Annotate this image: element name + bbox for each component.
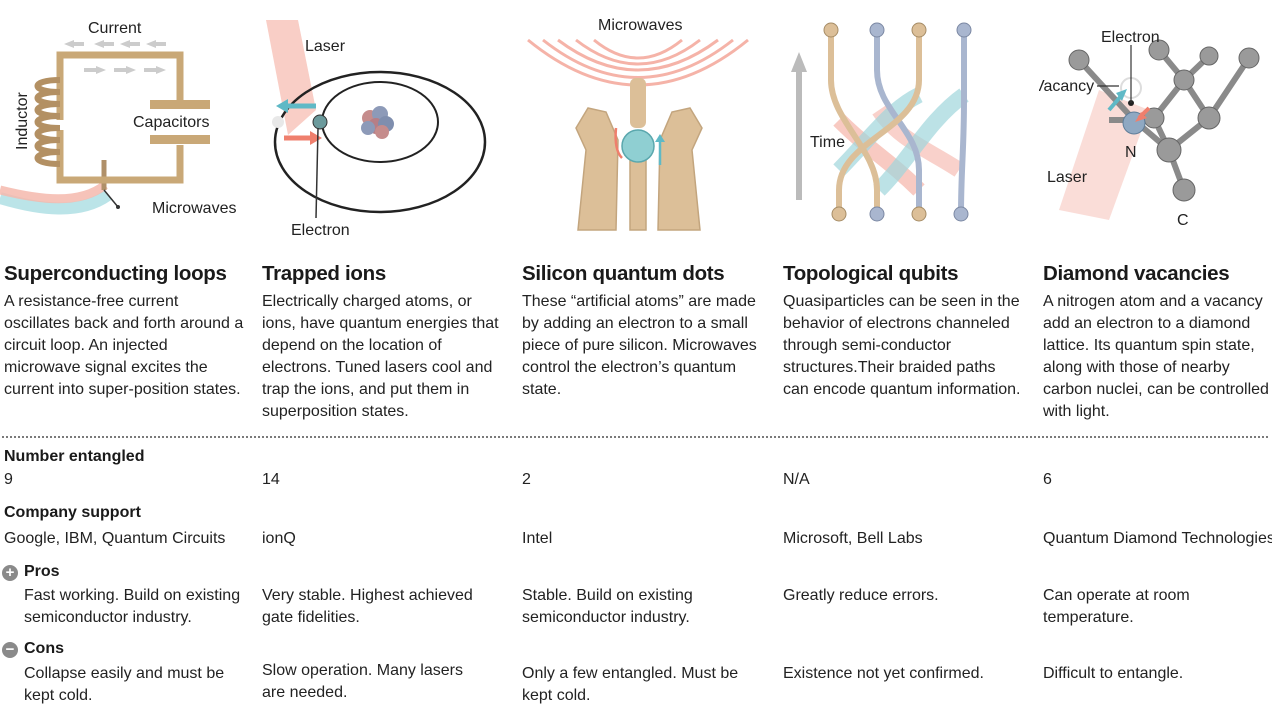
- cons-value: Only a few entangled. Must be kept cold.: [522, 665, 739, 704]
- electron-label: Electron: [1101, 29, 1160, 46]
- plus-icon: +: [2, 565, 18, 581]
- number-entangled-label: Number entangled: [4, 448, 145, 465]
- number-entangled-value: N/A: [783, 471, 810, 488]
- diamond-lattice-illustration: Electron Vacancy N Laser C: [1039, 0, 1272, 250]
- column-description: Quasiparticles can be seen in the behavi…: [783, 293, 1021, 398]
- cons-value: Slow operation. Many lasers are needed.: [262, 662, 463, 701]
- microwaves-label: Microwaves: [152, 200, 236, 217]
- vacancy-label: Vacancy: [1039, 78, 1094, 95]
- column-title: Silicon quantum dots: [522, 262, 725, 285]
- pros-value: Very stable. Highest achieved gate fidel…: [262, 587, 473, 626]
- column-title: Superconducting loops: [4, 262, 227, 285]
- braided-paths-illustration: Time: [779, 0, 1029, 250]
- column-description: Electrically charged atoms, or ions, hav…: [262, 293, 499, 420]
- column-description: A nitrogen atom and a vacancy add an ele…: [1043, 293, 1269, 420]
- company-support-label: Company support: [4, 504, 141, 521]
- microwaves-label: Microwaves: [598, 17, 682, 34]
- cons-value: Difficult to entangle.: [1043, 665, 1184, 682]
- section-divider: [2, 436, 1268, 438]
- column-superconducting-loops: Current Inductor Capacitors Microwaves S…: [0, 0, 250, 714]
- cons-label: Cons: [24, 640, 64, 657]
- laser-label: Laser: [1047, 169, 1088, 186]
- trapped-ion-illustration: Laser Electron: [258, 0, 508, 250]
- column-title: Topological qubits: [783, 262, 959, 285]
- column-description: These “artificial atoms” are made by add…: [522, 293, 757, 398]
- company-support-value: Quantum Diamond Technologies: [1043, 530, 1272, 547]
- cons-value: Existence not yet confirmed.: [783, 665, 984, 682]
- column-trapped-ions: Laser Electron Trapped ions Electrically…: [258, 0, 508, 714]
- number-entangled-value: 14: [262, 471, 280, 488]
- column-description: A resistance-free current oscillates bac…: [4, 293, 244, 398]
- column-diamond-vacancies: Electron Vacancy N Laser C Diamond vacan…: [1039, 0, 1272, 714]
- nitrogen-label: N: [1125, 144, 1137, 161]
- current-label: Current: [88, 20, 142, 37]
- column-title: Trapped ions: [262, 262, 386, 285]
- pros-value: Greatly reduce errors.: [783, 587, 939, 604]
- laser-label: Laser: [305, 38, 346, 55]
- cons-value: Collapse easily and must be kept cold.: [24, 665, 225, 704]
- inductor-label: Inductor: [14, 92, 31, 150]
- electron-label: Electron: [291, 222, 350, 239]
- company-support-value: ionQ: [262, 530, 296, 547]
- number-entangled-value: 6: [1043, 471, 1052, 488]
- minus-icon: −: [2, 642, 18, 658]
- superconducting-loop-illustration: Current Inductor Capacitors Microwaves: [0, 0, 250, 250]
- number-entangled-value: 9: [4, 471, 13, 488]
- company-support-value: Intel: [522, 530, 553, 547]
- pros-label: Pros: [24, 563, 60, 580]
- pros-value: Fast working. Build on existing semicond…: [24, 587, 241, 626]
- capacitors-label: Capacitors: [133, 114, 209, 131]
- pros-value: Can operate at room temperature.: [1043, 587, 1190, 626]
- column-silicon-quantum-dots: Microwaves Silicon quantum dots These “a…: [518, 0, 768, 714]
- number-entangled-value: 2: [522, 471, 531, 488]
- time-label: Time: [810, 134, 845, 151]
- pros-value: Stable. Build on existing semiconductor …: [522, 587, 693, 626]
- column-title: Diamond vacancies: [1043, 262, 1230, 285]
- company-support-value: Microsoft, Bell Labs: [783, 530, 923, 547]
- column-topological-qubits: Time Topological qubits Quasiparticles c…: [779, 0, 1029, 714]
- company-support-value: Google, IBM, Quantum Circuits: [4, 530, 226, 547]
- quantum-dot-illustration: Microwaves: [518, 0, 768, 250]
- carbon-label: C: [1177, 212, 1189, 229]
